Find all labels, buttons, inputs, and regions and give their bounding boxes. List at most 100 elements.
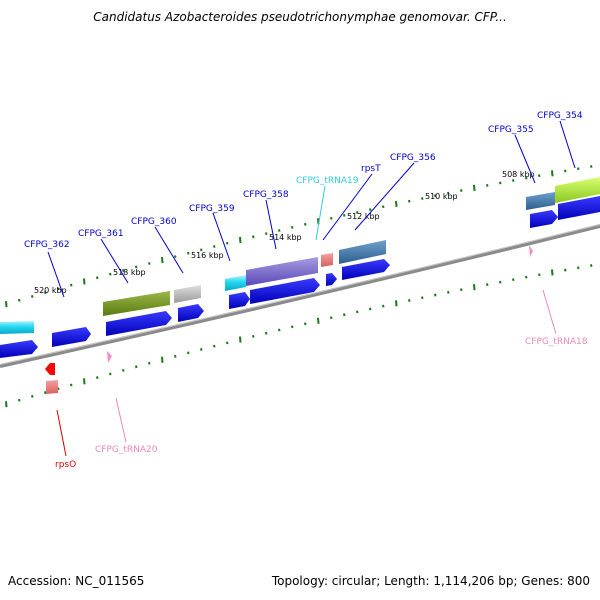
scale-tick	[590, 165, 593, 168]
gene-label[interactable]: rpsO	[55, 460, 76, 470]
scale-tick	[330, 216, 333, 220]
scale-label: 518 kbp	[113, 268, 146, 277]
scale-tick	[421, 296, 424, 300]
scale-tick	[96, 276, 99, 280]
scale-tick	[590, 264, 593, 267]
scale-tick	[122, 269, 125, 272]
scale-tick	[57, 387, 60, 391]
connector-361	[100, 238, 129, 284]
scale-tick	[551, 269, 554, 276]
tRNA18-marker[interactable]	[529, 245, 533, 257]
scale-tick	[5, 401, 8, 408]
scale-tick	[447, 291, 450, 294]
gene-box-cyan[interactable]	[0, 321, 34, 334]
forward-gene-arrows	[0, 196, 600, 358]
gene-label[interactable]: rpsT	[361, 164, 381, 174]
connector-359	[212, 212, 231, 262]
scale-tick	[369, 208, 372, 211]
gene-arrow[interactable]	[342, 259, 390, 280]
scale-tick	[265, 331, 268, 335]
scale-tick	[434, 293, 437, 297]
scale-label: 520 kbp	[34, 286, 67, 295]
gene-label[interactable]: CFPG_362	[24, 240, 70, 250]
gene-arrow[interactable]	[229, 292, 250, 309]
scale-tick	[44, 291, 47, 295]
scale-tick	[252, 235, 255, 239]
gene-label[interactable]: CFPG_354	[537, 111, 583, 121]
gene-arrow[interactable]	[250, 278, 320, 304]
gene-label[interactable]: CFPG_361	[78, 229, 124, 239]
gene-label[interactable]: CFPG_tRNA18	[525, 337, 588, 347]
scale-tick	[109, 272, 112, 276]
gene-box-steel[interactable]	[339, 240, 386, 264]
tRNA20-marker[interactable]	[107, 351, 112, 363]
gene-box-purple[interactable]	[246, 257, 318, 286]
gene-label[interactable]: CFPG_358	[243, 190, 289, 200]
scale-tick	[200, 348, 203, 351]
gene-box-olive[interactable]	[103, 291, 170, 316]
gene-label[interactable]: CFPG_360	[131, 217, 177, 227]
scale-tick	[135, 265, 138, 269]
gene-box-cyan-small[interactable]	[225, 275, 246, 291]
gene-label[interactable]: CFPG_355	[488, 125, 534, 135]
gene-box-gray[interactable]	[174, 285, 201, 303]
connector-356	[354, 162, 415, 231]
rpsO-gene-box[interactable]	[46, 380, 58, 394]
scale-tick	[31, 295, 34, 298]
gene-arrow[interactable]	[52, 327, 91, 347]
connector-362	[47, 251, 65, 298]
scale-label: 512 kbp	[347, 212, 380, 221]
connector-355	[514, 134, 536, 184]
scale-tick	[343, 313, 346, 317]
gene-label[interactable]: CFPG_tRNA20	[95, 445, 158, 455]
gene-arrow[interactable]	[0, 340, 38, 358]
gene-arrow[interactable]	[558, 196, 600, 220]
scale-tick	[96, 376, 99, 380]
scale-tick	[382, 304, 385, 308]
gene-arrow[interactable]	[326, 273, 337, 286]
gene-arrow[interactable]	[106, 311, 172, 336]
gene-box-salmon[interactable]	[321, 253, 333, 267]
genome-summary-text: Topology: circular; Length: 1,114,206 bp…	[271, 574, 590, 588]
gene-label[interactable]: CFPG_356	[390, 153, 436, 163]
rpsO-gene-arrow[interactable]	[45, 363, 55, 375]
scale-tick	[278, 229, 281, 232]
scale-tick	[187, 251, 190, 255]
scale-tick	[369, 307, 372, 311]
gene-box-lime[interactable]	[555, 177, 600, 203]
gene-label[interactable]: CFPG_tRNA19	[296, 176, 359, 186]
gene-label[interactable]: CFPG_359	[189, 204, 235, 214]
gene-arrow[interactable]	[530, 210, 558, 228]
upper-gene-boxes	[0, 177, 600, 334]
scale-tick	[213, 344, 216, 348]
scale-tick	[304, 222, 307, 226]
connector-354	[559, 120, 576, 169]
scale-tick	[538, 273, 541, 277]
scale-tick	[486, 283, 489, 287]
scale-tick	[460, 288, 463, 292]
gene-arrow[interactable]	[178, 304, 204, 322]
scale-tick	[434, 194, 437, 198]
connector-tRNA19	[315, 185, 326, 241]
connector-tRNA20	[115, 397, 127, 443]
connector-tRNA18	[542, 289, 557, 335]
scale-tick	[564, 169, 567, 173]
genome-backbone	[0, 224, 600, 368]
scale-tick	[421, 197, 424, 200]
scale-label: 516 kbp	[191, 251, 224, 260]
scale-tick	[291, 225, 294, 229]
scale-tick	[239, 336, 242, 343]
scale-tick	[577, 167, 580, 171]
lower-scale-ticks	[5, 264, 593, 408]
connector-rpsT	[322, 173, 373, 241]
connector-360	[154, 226, 184, 274]
scale-tick	[499, 280, 502, 284]
genome-backbone-highlight	[0, 224, 600, 365]
scale-label: 508 kbp	[502, 170, 535, 179]
gene-box-steel-right[interactable]	[526, 192, 555, 210]
scale-tick	[18, 398, 21, 402]
scale-tick	[83, 378, 86, 385]
scale-tick	[57, 287, 60, 291]
scale-tick	[499, 181, 502, 185]
